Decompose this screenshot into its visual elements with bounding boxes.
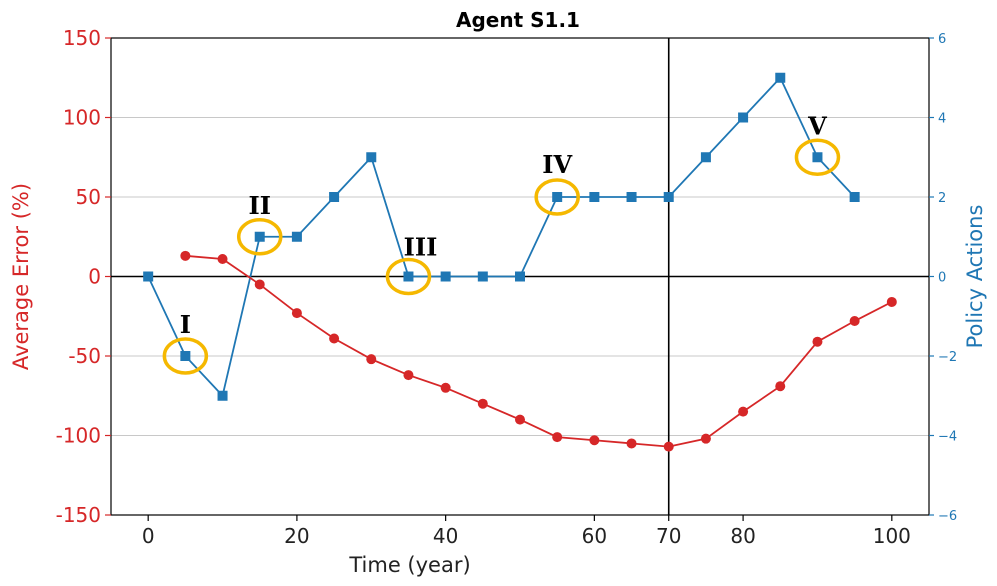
average-error-point (440, 382, 451, 393)
policy-actions-point (329, 192, 340, 202)
x-tick-label: 60 (582, 524, 607, 548)
average-error-point (775, 381, 786, 392)
policy-actions-point (254, 231, 265, 242)
average-error-point (403, 370, 414, 381)
average-error-point (589, 435, 600, 446)
series-policy-actions (143, 72, 860, 401)
y-tick-left-label: -50 (68, 344, 101, 368)
policy-actions-point (700, 152, 711, 163)
annotation-label: V (807, 111, 827, 140)
policy-actions-point (552, 192, 563, 202)
policy-actions-point (143, 271, 154, 282)
policy-actions-point (217, 390, 228, 401)
policy-actions-line (147, 76, 856, 398)
y-tick-left-label: 150 (63, 26, 101, 50)
average-error-point (552, 432, 563, 443)
average-error-point (366, 354, 377, 365)
y-tick-left-label: 100 (63, 106, 101, 130)
y-tick-left-label: -150 (56, 503, 101, 527)
average-error-point (477, 398, 488, 409)
x-axis-label: Time (year) (348, 553, 470, 577)
x-tick-label: 100 (873, 524, 911, 548)
policy-actions-point (291, 231, 302, 242)
x-tick-label: 70 (656, 524, 681, 548)
policy-actions-point (589, 192, 600, 202)
annotation-label: I (180, 310, 191, 339)
y-axis-label-left: Average Error (%) (9, 183, 33, 370)
average-error-point (738, 406, 749, 417)
average-error-line (185, 254, 893, 448)
y-tick-right-label: −4 (938, 430, 957, 445)
x-tick-label: 0 (142, 524, 155, 548)
y-tick-right-label: −6 (938, 509, 957, 524)
policy-actions-point (180, 351, 191, 361)
average-error-point (700, 433, 711, 444)
average-error-point (180, 250, 191, 261)
y-tick-right-label: 6 (938, 32, 946, 47)
y-tick-right-label: 4 (938, 112, 946, 127)
policy-actions-point (812, 152, 823, 163)
annotation-label: III (404, 233, 438, 262)
average-error-point (291, 308, 302, 319)
chart-title: Agent S1.1 (456, 8, 580, 32)
y-tick-right-label: −2 (938, 350, 957, 365)
annotation-highlight-circle (162, 337, 209, 375)
y-tick-right-label: 0 (938, 271, 946, 286)
policy-actions-point (663, 192, 674, 202)
y-tick-left-label: 50 (76, 185, 101, 209)
average-error-point (812, 336, 823, 347)
x-tick-label: 80 (730, 524, 755, 548)
average-error-point (217, 254, 228, 265)
policy-actions-point (366, 152, 377, 163)
policy-actions-point (515, 271, 525, 282)
average-error-point (849, 316, 860, 327)
average-error-point (515, 414, 525, 425)
average-error-point (254, 279, 265, 290)
average-error-point (886, 296, 897, 307)
policy-actions-point (849, 192, 860, 202)
y-tick-right-label: 2 (938, 191, 946, 206)
y-tick-left-label: 0 (88, 265, 101, 289)
annotation-label: IV (542, 150, 572, 179)
annotation-highlight-circle (385, 257, 432, 296)
policy-actions-point (403, 271, 414, 282)
average-error-point (626, 438, 637, 449)
policy-actions-point (626, 192, 637, 202)
policy-actions-point (775, 72, 786, 83)
y-tick-left-label: -100 (56, 424, 101, 448)
annotation-label: II (249, 191, 271, 220)
annotation-highlight-circle (534, 178, 580, 216)
y-axis-label-right: Policy Actions (963, 205, 987, 349)
annotation-highlight-circle (794, 138, 841, 176)
average-error-point (663, 441, 674, 452)
annotation-highlight-circle (236, 218, 283, 256)
policy-actions-point (440, 271, 451, 282)
series-average-error (180, 250, 897, 452)
policy-actions-point (477, 271, 488, 282)
x-tick-label: 20 (284, 524, 309, 548)
x-tick-label: 40 (433, 524, 458, 548)
average-error-point (329, 333, 340, 344)
policy-actions-point (738, 112, 749, 123)
